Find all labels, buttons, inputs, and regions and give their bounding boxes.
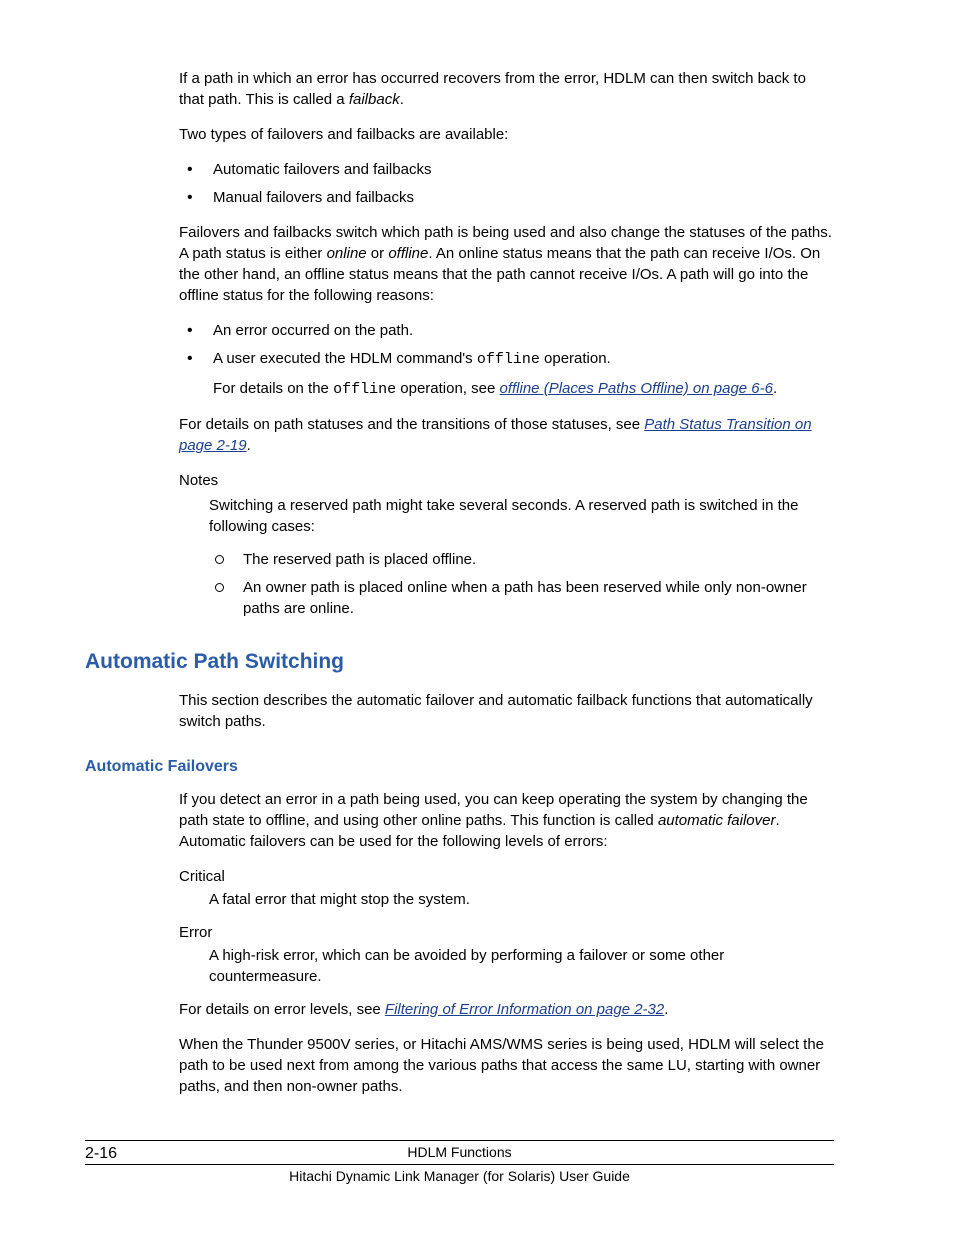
list-reserved-cases: The reserved path is placed offline. An … xyxy=(209,549,834,619)
def-body-critical: A fatal error that might stop the system… xyxy=(209,889,834,910)
heading-auto-path-switching: Automatic Path Switching xyxy=(85,647,834,676)
code-offline: offline xyxy=(477,351,540,368)
paragraph-status-detail: For details on path statuses and the tra… xyxy=(179,414,834,456)
list-offline-reasons: An error occurred on the path. A user ex… xyxy=(179,320,834,370)
text: For details on the xyxy=(213,380,333,397)
text: or xyxy=(367,245,389,262)
list-item: The reserved path is placed offline. xyxy=(209,549,834,570)
paragraph-types-intro: Two types of failovers and failbacks are… xyxy=(179,124,834,145)
list-item: Automatic failovers and failbacks xyxy=(179,159,834,180)
text: operation. xyxy=(540,350,611,367)
paragraph-thunder: When the Thunder 9500V series, or Hitach… xyxy=(179,1034,834,1097)
term-failback: failback xyxy=(349,91,400,108)
paragraph-error-levels: For details on error levels, see Filteri… xyxy=(179,999,834,1020)
list-failover-types: Automatic failovers and failbacks Manual… xyxy=(179,159,834,208)
paragraph-auto-failover: If you detect an error in a path being u… xyxy=(179,789,834,852)
link-offline-page[interactable]: offline (Places Paths Offline) on page 6… xyxy=(500,380,774,397)
text: For details on error levels, see xyxy=(179,1001,385,1018)
text: . xyxy=(400,91,404,108)
heading-auto-failovers: Automatic Failovers xyxy=(85,756,834,778)
text: . xyxy=(247,437,251,454)
term-online: online xyxy=(327,245,367,262)
footer-title: HDLM Functions xyxy=(85,1140,834,1166)
notes-heading: Notes xyxy=(179,470,834,491)
list-item: A user executed the HDLM command's offli… xyxy=(179,348,834,370)
term-offline: offline xyxy=(388,245,428,262)
text: A user executed the HDLM command's xyxy=(213,350,477,367)
def-body-error: A high-risk error, which can be avoided … xyxy=(209,945,834,987)
text: If a path in which an error has occurred… xyxy=(179,70,806,108)
notes-body: Switching a reserved path might take sev… xyxy=(209,495,834,537)
text: For details on path statuses and the tra… xyxy=(179,416,644,433)
code-offline: offline xyxy=(333,381,396,398)
list-item: An owner path is placed online when a pa… xyxy=(209,577,834,619)
def-term-error: Error xyxy=(179,922,834,943)
list-item: Manual failovers and failbacks xyxy=(179,187,834,208)
term-auto-failover: automatic failover xyxy=(658,812,776,829)
list-item: An error occurred on the path. xyxy=(179,320,834,341)
paragraph-failback: If a path in which an error has occurred… xyxy=(179,68,834,110)
paragraph-status-explain: Failovers and failbacks switch which pat… xyxy=(179,222,834,306)
text: . xyxy=(773,380,777,397)
page-number: 2-16 xyxy=(85,1143,117,1165)
paragraph-offline-detail: For details on the offline operation, se… xyxy=(213,378,834,400)
text: . xyxy=(664,1001,668,1018)
footer-subtitle: Hitachi Dynamic Link Manager (for Solari… xyxy=(85,1165,834,1187)
text: operation, see xyxy=(396,380,499,397)
page-footer: 2-16 HDLM Functions Hitachi Dynamic Link… xyxy=(85,1140,834,1187)
paragraph-section-intro: This section describes the automatic fai… xyxy=(179,690,834,732)
link-filtering-error[interactable]: Filtering of Error Information on page 2… xyxy=(385,1001,664,1018)
def-term-critical: Critical xyxy=(179,866,834,887)
